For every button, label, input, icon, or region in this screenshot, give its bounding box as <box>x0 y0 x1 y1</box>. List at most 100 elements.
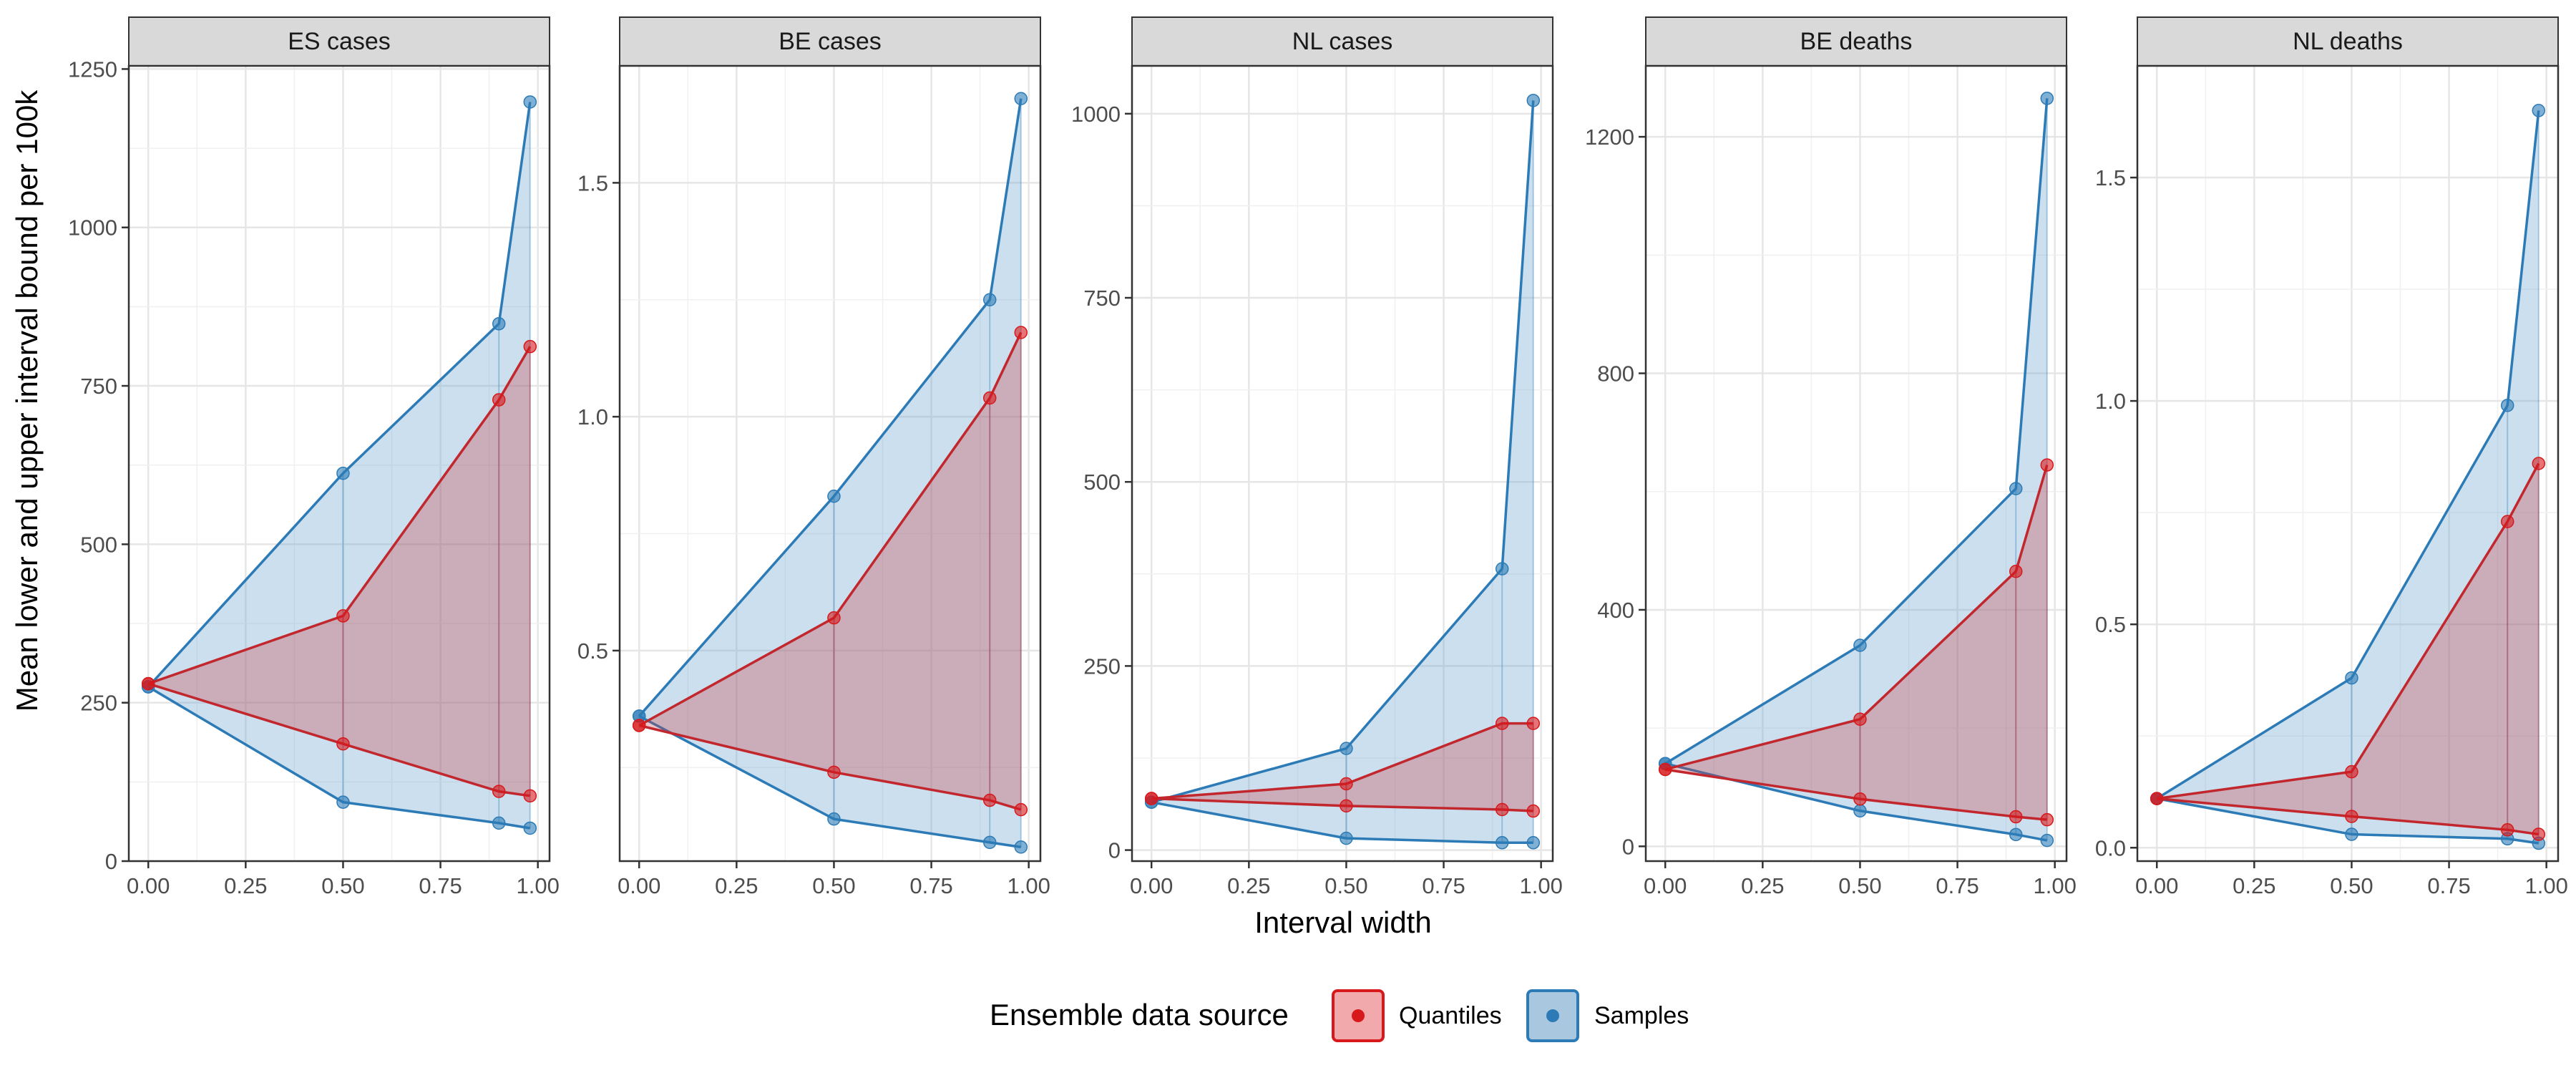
lower-point-samples <box>1495 836 1509 850</box>
plot-area <box>620 66 1040 861</box>
lower-bound-line-quantiles <box>1664 768 2047 821</box>
lower-point-samples <box>2009 827 2023 842</box>
x-tick-label: 0.00 <box>2135 873 2178 898</box>
band-samples <box>1151 100 1533 843</box>
series-samples <box>1144 94 1541 850</box>
lower-point-samples <box>1853 804 1867 818</box>
band-quantiles <box>1665 465 2047 820</box>
upper-point-samples <box>2009 482 2023 495</box>
lower-point-samples <box>523 821 537 835</box>
upper-point-quantiles <box>2040 458 2054 472</box>
upper-point-samples <box>492 317 506 331</box>
series-quantiles <box>141 339 537 803</box>
panel-nl-deaths: NL deaths 0.00 0.25 0.50 0.75 1.00 0.0 0.5 1.0 1.… <box>2095 16 2568 898</box>
series-quantiles <box>1658 458 2054 827</box>
x-tick-label: 0.00 <box>1130 873 1173 898</box>
panel-border <box>618 64 1042 863</box>
upper-point-samples <box>336 466 350 480</box>
lower-point-quantiles <box>2009 810 2023 824</box>
y-tick-label: 1.0 <box>2095 389 2126 414</box>
x-tick-label: 0.50 <box>321 873 364 898</box>
y-tick-label: 1000 <box>1071 102 1121 127</box>
x-tick-label: 0.25 <box>1227 873 1270 898</box>
lower-bound-line-quantiles <box>1151 797 1533 812</box>
band-quantiles <box>639 332 1021 810</box>
x-tick-label: 0.00 <box>127 873 170 898</box>
panel-border <box>1644 64 2068 863</box>
lower-point-samples <box>827 812 841 826</box>
lower-point-samples <box>982 835 997 850</box>
upper-point-quantiles <box>982 391 997 405</box>
panel-strip-label: NL deaths <box>2293 28 2403 55</box>
band-samples <box>2157 110 2539 844</box>
upper-point-quantiles <box>1014 326 1028 339</box>
upper-point-samples <box>2040 92 2054 105</box>
x-tick-label: 0.25 <box>1741 873 1784 898</box>
upper-point-quantiles <box>1340 777 1353 791</box>
lower-point-quantiles <box>2150 792 2164 805</box>
lower-point-quantiles <box>141 676 155 691</box>
legend-label-quantiles: Quantiles <box>1399 1002 1502 1029</box>
lower-bound-line-samples <box>2156 797 2540 845</box>
panel-strip-label: ES cases <box>288 28 391 55</box>
legend-point-samples <box>1546 1009 1559 1022</box>
lower-bound-line-quantiles <box>2157 797 2540 836</box>
upper-bound-line-samples <box>638 98 1023 717</box>
panel-strip-label: BE cases <box>779 28 882 55</box>
panel-border <box>2136 64 2560 863</box>
y-tick-label: 1250 <box>68 57 117 82</box>
y-tick-label: 750 <box>80 374 117 399</box>
upper-point-samples <box>827 489 841 503</box>
plot-area <box>2137 66 2558 861</box>
lower-point-quantiles <box>982 793 997 807</box>
upper-bound-line-quantiles <box>147 346 532 685</box>
y-tick-label: 0.0 <box>2095 835 2126 860</box>
x-tick-label: 0.25 <box>224 873 267 898</box>
series-samples <box>141 95 537 835</box>
panel-nl-cases: NL cases 0.00 0.25 0.50 0.75 1.00 0 250 500 750 10… <box>1071 16 1563 898</box>
y-tick-label: 500 <box>1083 470 1121 495</box>
lower-point-quantiles <box>2040 812 2054 827</box>
lower-point-quantiles <box>1526 804 1541 818</box>
y-tick-label: 0 <box>1622 834 1634 859</box>
band-quantiles <box>2157 463 2539 835</box>
lower-point-quantiles <box>1144 792 1158 805</box>
lower-point-quantiles <box>1340 799 1353 813</box>
lower-point-samples <box>1526 836 1541 850</box>
upper-bound-line-samples <box>2156 110 2540 800</box>
plot-area <box>1132 66 1553 861</box>
upper-bound-line-quantiles <box>2156 462 2540 800</box>
series-samples <box>1658 92 2054 848</box>
lower-bound-line-samples <box>1151 800 1533 845</box>
lower-point-samples <box>1340 831 1353 845</box>
plot-area <box>129 66 550 861</box>
y-tick-label: 1.5 <box>577 170 608 195</box>
lower-point-quantiles <box>1495 802 1509 817</box>
y-axis-title: Mean lower and upper interval bound per … <box>10 89 44 712</box>
upper-point-quantiles <box>523 339 537 354</box>
lower-point-quantiles <box>827 765 841 780</box>
lower-point-quantiles <box>523 789 537 803</box>
band-quantiles <box>1151 723 1533 812</box>
y-tick-label: 250 <box>1083 654 1121 679</box>
lower-point-quantiles <box>336 737 350 751</box>
y-tick-label: 0 <box>1108 838 1121 863</box>
lower-point-quantiles <box>1014 802 1028 817</box>
upper-bound-line-quantiles <box>1151 722 1533 800</box>
x-tick-label: 1.00 <box>2524 873 2567 898</box>
y-tick-label: 1000 <box>68 215 117 241</box>
x-tick-label: 0.75 <box>1936 873 1979 898</box>
panel-be-cases: BE cases 0.00 0.25 0.50 0.75 1.00 0.5 1.0 1.5 <box>577 16 1050 898</box>
lower-point-samples <box>2345 827 2358 841</box>
panel-es-cases: ES cases 0.00 0.25 0.50 0.75 1.00 0 250 500 750 10… <box>68 16 560 898</box>
upper-point-samples <box>2532 104 2546 117</box>
lower-point-quantiles <box>2532 827 2546 841</box>
lower-bound-line-quantiles <box>147 682 531 797</box>
x-tick-label: 0.25 <box>2233 873 2275 898</box>
panel-strip-label: BE deaths <box>1800 28 1913 55</box>
series-samples <box>632 92 1028 854</box>
lower-point-quantiles <box>632 719 646 732</box>
x-tick-label: 0.25 <box>715 873 758 898</box>
upper-point-quantiles <box>2500 515 2514 528</box>
